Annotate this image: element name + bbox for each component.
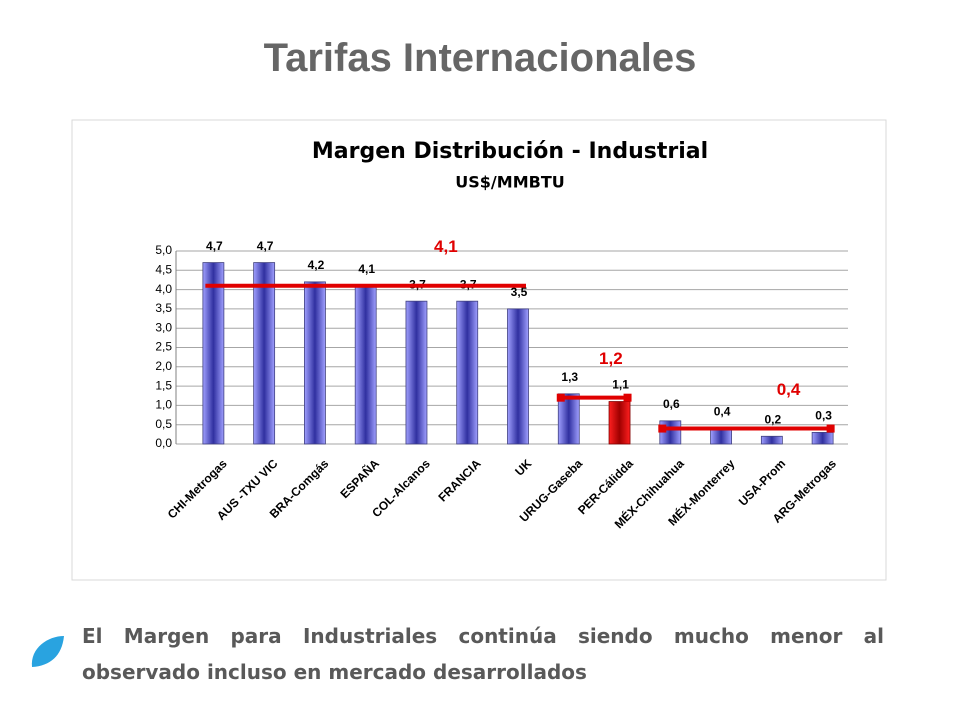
chart-title: Margen Distribución - Industrial (312, 139, 708, 164)
y-tick-label: 2,5 (155, 340, 172, 354)
average-marker (658, 424, 667, 433)
value-label: 0,4 (714, 405, 731, 419)
value-label: 1,1 (612, 378, 629, 392)
value-label: 0,3 (815, 409, 832, 423)
value-label: 4,2 (308, 258, 325, 272)
value-label: 1,3 (561, 370, 578, 384)
bar (811, 432, 834, 445)
bar (507, 308, 529, 445)
slide-title: Tarifas Internacionales (263, 36, 697, 80)
value-label: 0,2 (765, 412, 782, 426)
value-label: 0,6 (663, 397, 680, 411)
chart-subtitle: US$/MMBTU (455, 173, 564, 192)
bar (405, 300, 428, 445)
bar (760, 435, 783, 445)
y-tick-label: 3,5 (155, 301, 172, 315)
value-label: 4,1 (358, 262, 375, 276)
average-marker (623, 393, 632, 402)
bar (304, 281, 326, 445)
average-marker (826, 424, 835, 433)
average-marker (556, 393, 565, 402)
bar (253, 262, 276, 445)
y-tick-label: 1,0 (155, 398, 172, 412)
y-tick-label: 4,0 (155, 282, 172, 296)
bar (608, 401, 631, 445)
y-tick-label: 5,0 (155, 243, 172, 257)
value-label: 4,7 (257, 239, 274, 253)
average-label: 4,1 (434, 237, 458, 256)
y-tick-label: 1,5 (155, 378, 172, 392)
leaf-icon (31, 636, 64, 667)
y-tick-label: 0,0 (155, 436, 172, 450)
footer-text: El Margen para Industriales continúa sie… (82, 624, 884, 684)
value-label: 3,5 (511, 285, 528, 299)
y-tick-label: 0,5 (155, 417, 172, 431)
bar (456, 300, 479, 445)
y-tick-label: 3,0 (155, 320, 172, 334)
bar (202, 262, 225, 445)
value-label: 4,7 (206, 239, 223, 253)
average-label: 1,2 (599, 349, 623, 368)
y-tick-label: 2,0 (155, 359, 172, 373)
bar (557, 393, 580, 445)
bar (354, 285, 377, 445)
y-tick-label: 4,5 (155, 262, 172, 276)
bar (710, 428, 732, 445)
average-label: 0,4 (777, 380, 801, 399)
